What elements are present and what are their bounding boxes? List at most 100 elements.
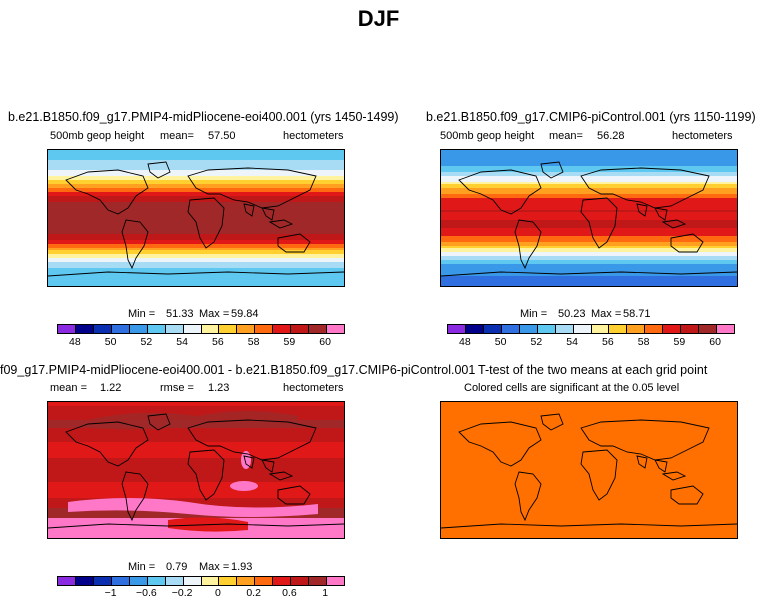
field-band: [441, 206, 737, 209]
field-band: [48, 216, 344, 219]
field-band: [441, 212, 737, 215]
field-band: [48, 534, 344, 537]
field-band: [48, 514, 344, 517]
colorbar-tick-label: 0: [214, 587, 221, 599]
colorbar-tick-label: 0.2: [246, 587, 261, 599]
field-band: [441, 204, 737, 207]
field-band: [48, 192, 344, 195]
colorbar-tick-label: 58: [637, 336, 650, 348]
field-band: [48, 250, 344, 253]
field-band: [441, 196, 737, 199]
colorbar-swatch: [681, 325, 700, 333]
field-band: [48, 226, 344, 229]
ttest-map-svg: [441, 402, 737, 538]
colorbar-swatch: [75, 325, 94, 333]
difference-colorbar-ticks: −1 −0.6 −0.2 0 0.2 0.6 1: [57, 587, 343, 601]
field-band: [441, 178, 737, 181]
field-band: [48, 436, 344, 439]
field-band: [441, 266, 737, 269]
colorbar-tick-label: 56: [212, 336, 224, 348]
figure-title: DJF: [357, 6, 400, 31]
colorbar-swatch: [183, 577, 202, 585]
colorbar-tick-label: −0.2: [171, 587, 193, 599]
field-band: [48, 410, 344, 413]
field-band: [441, 280, 737, 283]
field-band: [441, 194, 737, 197]
colorbar-swatch: [555, 325, 574, 333]
field-band: [441, 182, 737, 185]
field-band: [441, 208, 737, 211]
coastline: [580, 419, 710, 461]
field-band: [48, 282, 344, 285]
difference-colorbar: [57, 576, 345, 586]
control-case-max-value: 58.71: [623, 308, 651, 320]
colorbar-tick-label: 52: [530, 336, 543, 348]
field-band: [441, 276, 737, 279]
field-band: [48, 214, 344, 217]
field-band: [441, 252, 737, 255]
colorbar-tick-label: −1: [104, 587, 117, 599]
field-band: [48, 490, 344, 493]
colorbar-swatch: [147, 577, 166, 585]
field-band: [48, 498, 344, 501]
field-band: [441, 274, 737, 277]
field-band: [48, 252, 344, 255]
colorbar-swatch: [93, 325, 112, 333]
colorbar-tick-label: 48: [459, 336, 471, 348]
coastline: [514, 219, 542, 270]
coastline: [636, 203, 668, 221]
colorbar-swatch: [591, 325, 610, 333]
coastline: [121, 219, 149, 270]
field-band: [441, 262, 737, 265]
field-band: [48, 196, 344, 199]
field-band: [48, 270, 344, 273]
control-case-map: [440, 149, 738, 287]
field-band: [48, 206, 344, 209]
field-band: [48, 468, 344, 471]
colorbar-tick-label: 1: [322, 587, 329, 599]
field-band: [48, 454, 344, 457]
field-band: [441, 158, 737, 161]
field-band: [441, 270, 737, 273]
field-band: [48, 162, 344, 165]
colorbar-swatch: [165, 577, 184, 585]
colorbar-swatch: [291, 325, 310, 333]
field-band: [441, 184, 737, 187]
field-band: [441, 188, 737, 191]
control-case-colorbar: [447, 324, 735, 334]
colorbar-swatch: [663, 325, 682, 333]
control-case-field-label: 500mb geop height: [440, 130, 535, 142]
coastline: [147, 413, 171, 431]
coastline: [277, 233, 311, 253]
field-band: [48, 244, 344, 247]
test-case-colorbar: [57, 324, 345, 334]
field-band: [48, 470, 344, 473]
test-case-min-value: 51.33: [166, 308, 194, 320]
field-band: [441, 228, 737, 231]
field-band: [48, 262, 344, 265]
coastline: [187, 197, 225, 249]
coastline: [580, 167, 710, 209]
field-band: [441, 236, 737, 239]
field-band: [48, 200, 344, 203]
field-band: [48, 180, 344, 183]
field-band: [48, 182, 344, 185]
test-case-field-label: 500mb geop height: [50, 130, 145, 142]
colorbar-tick-label: −0.6: [136, 587, 157, 599]
field-band: [48, 458, 344, 461]
field-band: [441, 254, 737, 257]
field-band: [48, 170, 344, 173]
field-band: [48, 492, 344, 495]
field-band: [441, 282, 737, 285]
field-band: [441, 218, 737, 221]
test-case-bands: [48, 150, 344, 286]
field-band: [48, 412, 344, 415]
field-band: [48, 268, 344, 271]
field-band: [441, 226, 737, 229]
colorbar-swatch: [75, 577, 94, 585]
field-band: [441, 284, 737, 286]
test-case-units: hectometers: [283, 130, 344, 142]
colorbar-swatch: [111, 325, 130, 333]
field-band: [48, 480, 344, 483]
colorbar-swatch: [58, 577, 76, 585]
